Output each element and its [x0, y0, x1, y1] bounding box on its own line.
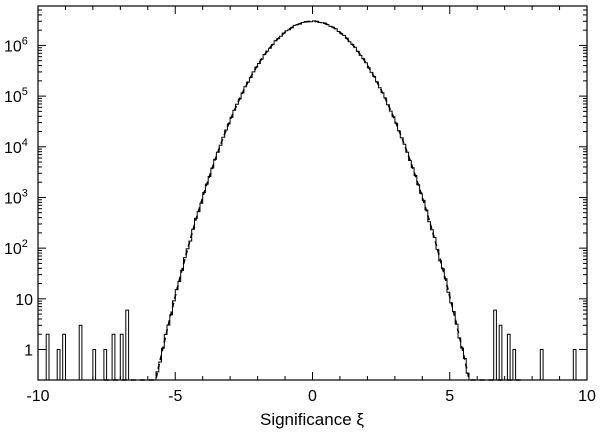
axis-ticks: [37, 5, 588, 380]
y-tick-label: 104: [4, 137, 28, 157]
y-tick-labels: 1 10 102 103 104 105 106: [4, 35, 33, 359]
x-tick-label: -10: [26, 388, 49, 405]
y-tick-label: 102: [4, 238, 28, 258]
gaussian-fit-curve: [103, 20, 522, 381]
histogram-steps: [38, 20, 587, 381]
y-tick-label: 105: [4, 86, 28, 106]
x-axis-title: Significance ξ: [260, 410, 364, 429]
y-tick-label: 1: [24, 342, 33, 359]
x-tick-label: -5: [168, 388, 182, 405]
x-tick-label: 10: [578, 388, 596, 405]
y-tick-label: 106: [4, 35, 28, 55]
y-tick-label: 10: [15, 292, 33, 309]
y-tick-label: 103: [4, 187, 28, 207]
x-tick-labels: -10 -5 0 5 10: [26, 388, 596, 405]
plot-frame: [37, 5, 588, 381]
x-tick-label: 5: [445, 388, 454, 405]
x-tick-label: 0: [308, 388, 317, 405]
